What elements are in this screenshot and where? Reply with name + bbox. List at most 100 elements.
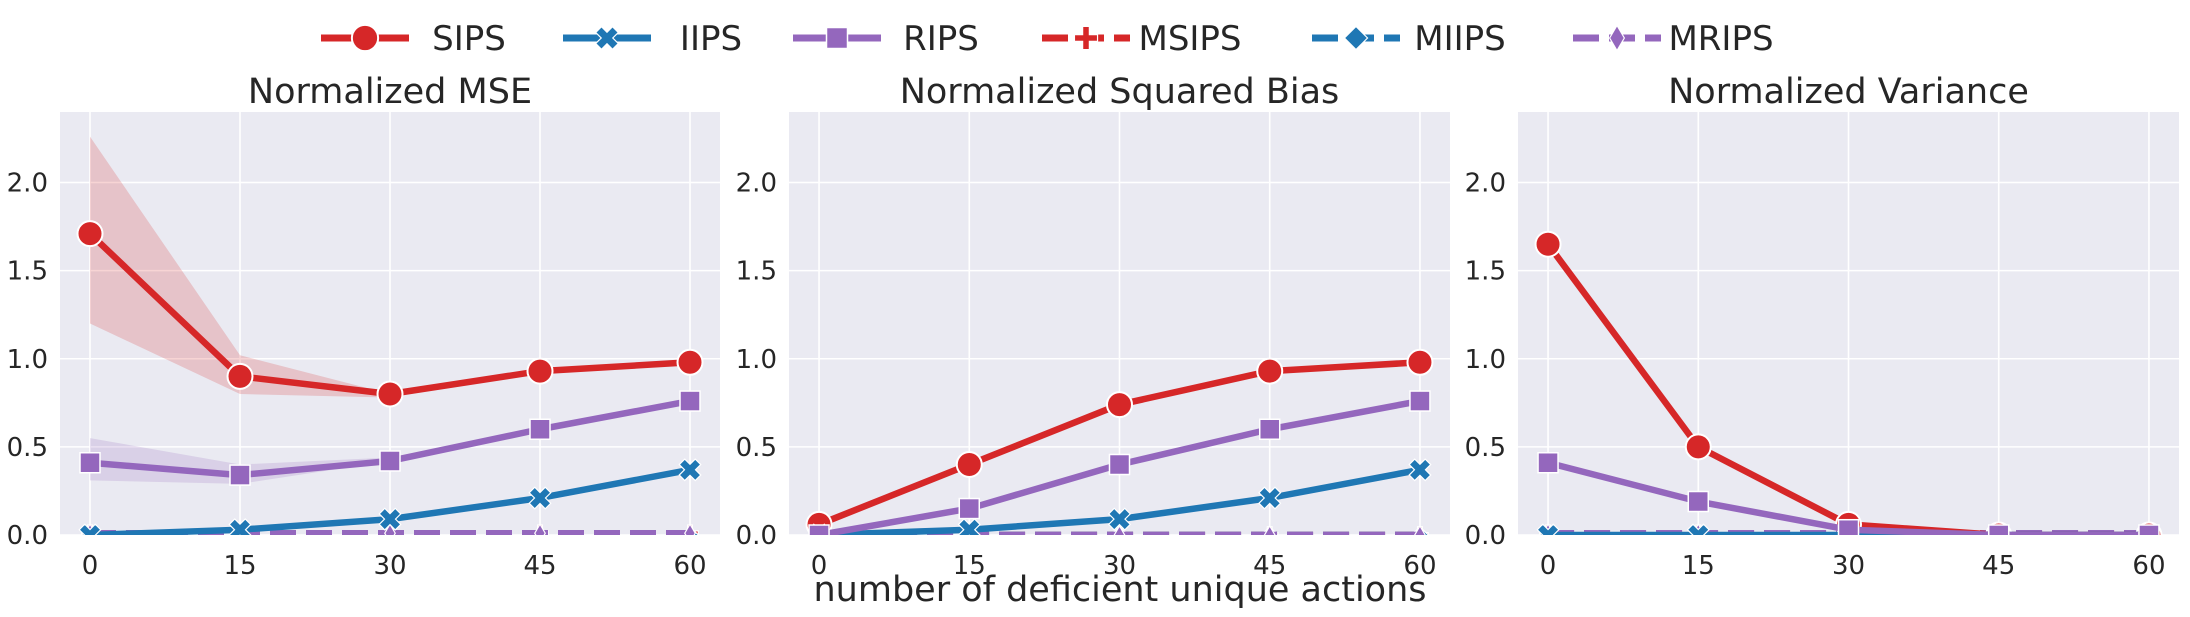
series-layer [1534, 230, 2163, 535]
legend-marker-iips [594, 25, 620, 51]
legend-marker-sips [350, 23, 380, 53]
x-tick-label: 60 [673, 551, 706, 581]
legend-label-sips: SIPS [432, 19, 506, 59]
legend-item-sips: SIPS [321, 19, 506, 59]
x-tick-label: 30 [373, 551, 406, 581]
y-tick-label: 1.5 [7, 257, 48, 287]
series-layer [805, 348, 1434, 535]
legend-marker-msips [1073, 25, 1099, 51]
point-mrips [1113, 524, 1126, 535]
point-sips [1406, 348, 1434, 376]
point-sips [376, 380, 404, 408]
panel-title: Normalized Squared Bias [900, 72, 1340, 112]
y-tick-label: 0.0 [736, 521, 777, 551]
point-iips [1686, 523, 1710, 535]
x-tick-label: 15 [953, 551, 986, 581]
panel-normalized-mse: Normalized MSE 0.0 0.5 1.0 1.5 2.0 0 15 30 45 60 [7, 72, 720, 581]
point-iips [678, 458, 702, 482]
x-axis-label: number of deficient unique actions [813, 570, 1426, 610]
y-tick-label: 0.5 [7, 433, 48, 463]
x-tick-label: 45 [1253, 551, 1286, 581]
series-rips [79, 390, 701, 486]
point-sips [1256, 357, 1284, 385]
series-layer [76, 136, 704, 535]
legend-item-iips: IIPS [563, 19, 742, 59]
y-tick-label: 0.0 [7, 521, 48, 551]
point-mrips [684, 523, 696, 535]
point-rips [2138, 524, 2160, 535]
legend: SIPS IIPS RIPS MSIPS MIIPS MRIPS [321, 19, 1774, 59]
x-tick-label: 30 [1103, 551, 1136, 581]
point-rips [79, 451, 101, 474]
x-tick-label: 45 [523, 551, 556, 581]
y-tick-label: 0.5 [736, 433, 777, 463]
series-rips [1537, 451, 2160, 535]
point-rips [958, 497, 981, 520]
y-tick-label: 0.0 [1465, 521, 1506, 551]
legend-label-mrips: MRIPS [1668, 19, 1773, 59]
series-rips [808, 390, 1431, 535]
point-mrips [1263, 524, 1276, 535]
y-tick-label: 1.5 [1465, 257, 1506, 287]
point-sips [676, 348, 704, 376]
point-rips [1837, 518, 1860, 535]
point-rips [1108, 453, 1131, 476]
point-rips [1687, 490, 1710, 513]
legend-marker-rips [825, 26, 849, 50]
point-iips [528, 486, 552, 510]
legend-marker-mrips [1608, 24, 1626, 52]
x-tick-label: 0 [82, 551, 99, 581]
point-iips [78, 523, 102, 535]
point-iips [378, 507, 402, 531]
x-tick-label: 30 [1832, 551, 1865, 581]
y-tick-label: 0.5 [1465, 433, 1506, 463]
y-tick-label: 2.0 [1465, 169, 1506, 199]
point-iips [1536, 523, 1560, 535]
point-sips [1684, 433, 1712, 461]
legend-label-rips: RIPS [903, 19, 979, 59]
y-tick-label: 2.0 [736, 169, 777, 199]
series-iips [78, 458, 702, 535]
point-sips [526, 357, 554, 385]
legend-item-rips: RIPS [793, 19, 979, 59]
x-tick-label: 0 [1540, 551, 1557, 581]
point-iips [228, 518, 252, 535]
y-tick-label: 1.0 [1465, 345, 1506, 375]
series-sips [76, 220, 704, 408]
point-mrips [1414, 524, 1426, 535]
legend-marker-miips [1343, 25, 1369, 51]
point-rips [1987, 524, 2010, 535]
y-tick-label: 1.0 [7, 345, 48, 375]
point-rips [808, 524, 830, 535]
point-iips [1107, 507, 1132, 531]
legend-item-mrips: MRIPS [1573, 19, 1774, 59]
point-sips [226, 362, 254, 390]
point-sips [76, 220, 104, 248]
point-rips [379, 450, 401, 472]
point-rips [1258, 418, 1281, 440]
point-rips [1409, 390, 1431, 412]
x-tick-label: 0 [811, 551, 828, 581]
point-rips [679, 390, 701, 412]
legend-label-msips: MSIPS [1138, 19, 1241, 59]
x-tick-label: 45 [1982, 551, 2015, 581]
point-iips [1258, 486, 1282, 510]
y-tick-label: 2.0 [7, 169, 48, 199]
point-mrips [534, 523, 546, 535]
legend-label-iips: IIPS [680, 19, 742, 59]
point-sips [1106, 391, 1133, 419]
point-rips [229, 464, 251, 486]
x-tick-label: 15 [1682, 551, 1715, 581]
legend-label-miips: MIIPS [1414, 19, 1505, 59]
x-tick-label: 15 [223, 551, 256, 581]
point-mrips [384, 523, 396, 535]
legend-item-msips: MSIPS [1042, 19, 1242, 59]
x-tick-label: 60 [1403, 551, 1436, 581]
panel-title: Normalized Variance [1668, 72, 2029, 112]
point-rips [1537, 451, 1559, 474]
legend-item-miips: MIIPS [1312, 19, 1506, 59]
panel-normalized-squared-bias: Normalized Squared Bias 0.0 0.5 1.0 1.5 2.0 0 1… [736, 72, 1450, 581]
point-sips [1534, 230, 1562, 258]
